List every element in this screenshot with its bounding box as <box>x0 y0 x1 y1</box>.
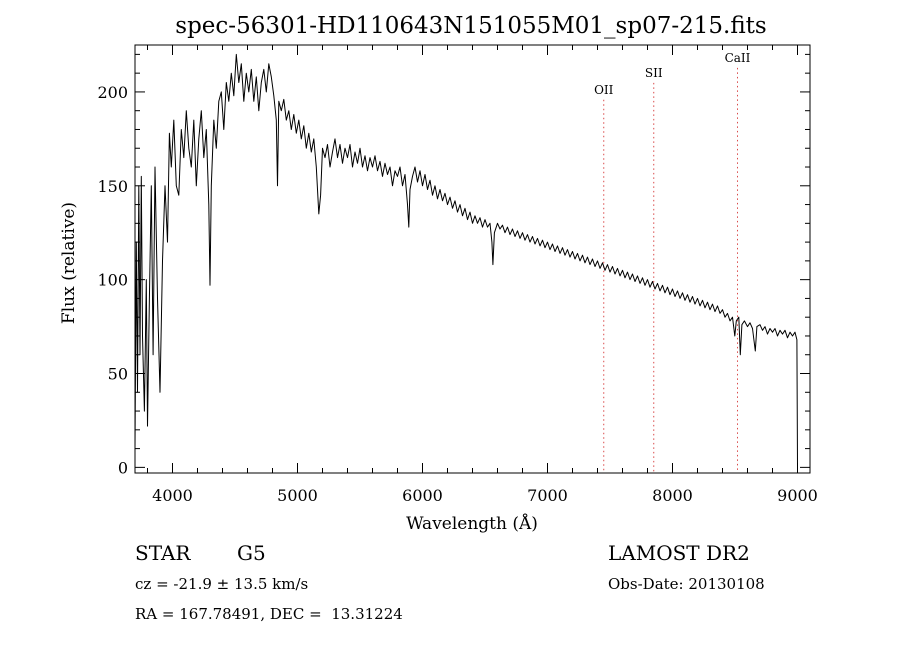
y-tick-label: 200 <box>97 83 128 102</box>
plot-frame <box>134 44 811 474</box>
x-tick-label: 8000 <box>652 486 693 505</box>
flux-series <box>134 53 798 468</box>
x-axis-label: Wavelength (Å) <box>406 513 538 534</box>
y-axis-label: Flux (relative) <box>59 202 79 324</box>
y-tick-label: 150 <box>97 177 128 196</box>
survey-name: LAMOST DR2 <box>608 541 750 565</box>
x-tick-label: 7000 <box>527 486 568 505</box>
x-axis-ticks: 4000 5000 6000 7000 8000 9000 <box>147 45 818 505</box>
coordinates-text: RA = 167.78491, DEC = 13.31224 <box>135 605 403 623</box>
y-tick-label: 50 <box>108 365 128 384</box>
x-tick-label: 9000 <box>777 486 818 505</box>
redshift-text: cz = -21.9 ± 13.5 km/s <box>135 575 309 593</box>
object-type: STAR <box>135 541 191 565</box>
y-tick-label: 100 <box>97 271 128 290</box>
chart-title: spec-56301-HD110643N151055M01_sp07-215.f… <box>175 13 766 39</box>
spectral-class: G5 <box>237 541 266 565</box>
x-tick-label: 5000 <box>277 486 318 505</box>
emission-line-label: SII <box>645 66 663 80</box>
emission-line-label: CaII <box>725 51 751 65</box>
x-tick-label: 4000 <box>152 486 193 505</box>
y-tick-label: 0 <box>118 458 128 477</box>
obs-date: Obs-Date: 20130108 <box>608 575 765 593</box>
x-tick-label: 6000 <box>402 486 443 505</box>
spectrum-line <box>134 53 798 468</box>
emission-line-markers: OII SII CaII <box>594 51 751 473</box>
emission-line-label: OII <box>594 83 614 97</box>
plot-border <box>134 44 811 474</box>
y-axis-ticks: 0 50 100 150 200 <box>97 53 810 477</box>
